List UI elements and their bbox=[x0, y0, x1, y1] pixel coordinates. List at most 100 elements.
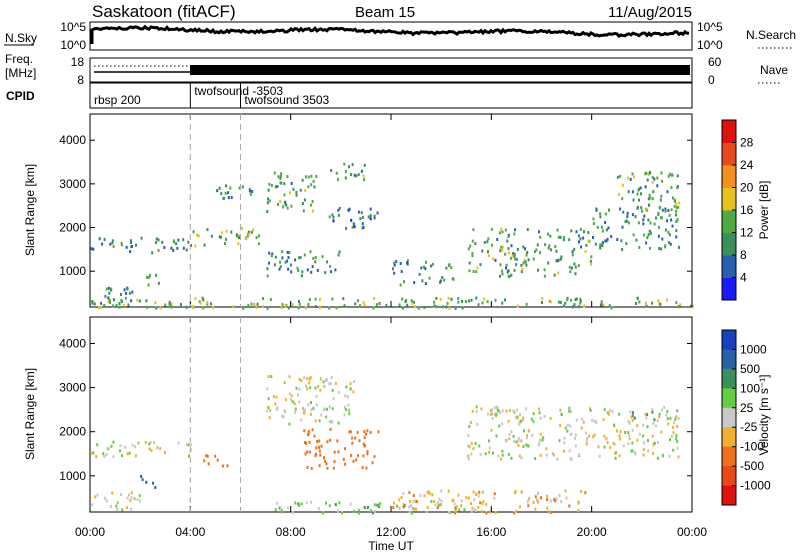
power-echo-cell bbox=[574, 298, 577, 302]
velocity-echo-cell bbox=[325, 501, 327, 505]
power-echo-cell bbox=[471, 239, 474, 243]
velocity-echo-cell bbox=[348, 412, 351, 416]
power-echo-cell bbox=[255, 236, 258, 240]
velocity-echo-cell bbox=[454, 509, 457, 513]
power-echo-cell bbox=[592, 222, 595, 226]
velocity-echo-cell bbox=[111, 491, 114, 495]
power-echo-cell bbox=[514, 228, 517, 232]
power-echo-cell bbox=[640, 206, 643, 210]
power-echo-cell bbox=[648, 203, 650, 207]
power-echo-cell bbox=[516, 304, 519, 308]
velocity-echo-cell bbox=[306, 465, 309, 469]
power-echo-cell bbox=[210, 234, 213, 238]
power-echo-cell bbox=[534, 250, 536, 254]
velocity-echo-cell bbox=[323, 407, 326, 411]
power-echo-cell bbox=[284, 200, 287, 204]
velocity-echo-cell bbox=[377, 430, 380, 434]
power-echo-cell bbox=[677, 205, 680, 209]
power-echo-cell bbox=[513, 269, 516, 272]
velocity-echo-cell bbox=[131, 443, 134, 447]
cpid-entry: twofsound -3503 bbox=[194, 84, 283, 98]
power-echo-cell bbox=[676, 218, 679, 222]
power-echo-cell bbox=[522, 245, 525, 249]
velocity-echo-cell bbox=[568, 504, 571, 508]
power-echo-cell bbox=[107, 296, 110, 300]
velocity-echo-cell bbox=[415, 507, 417, 511]
power-echo-cell bbox=[369, 217, 372, 221]
power-echo-cell bbox=[433, 304, 436, 308]
velocity-echo-cell bbox=[563, 441, 566, 445]
power-echo-cell bbox=[541, 297, 544, 300]
power-echo-cell bbox=[303, 198, 306, 202]
velocity-echo-cell bbox=[558, 493, 561, 497]
power-colorbar-swatch bbox=[722, 255, 736, 278]
velocity-echo-cell bbox=[275, 407, 278, 411]
velocity-echo-cell bbox=[527, 504, 530, 508]
power-echo-cell bbox=[450, 266, 453, 270]
power-echo-cell bbox=[549, 234, 552, 238]
power-echo-cell bbox=[347, 208, 350, 212]
velocity-echo-cell bbox=[656, 456, 659, 460]
velocity-echo-cell bbox=[314, 386, 317, 390]
power-echo-cell bbox=[196, 233, 199, 237]
power-echo-cell bbox=[266, 201, 269, 205]
velocity-echo-cell bbox=[455, 505, 458, 509]
velocity-echo-cell bbox=[516, 416, 519, 420]
power-echo-cell bbox=[490, 227, 493, 231]
velocity-echo-cell bbox=[646, 425, 649, 429]
power-echo-cell bbox=[305, 175, 307, 179]
velocity-echo-cell bbox=[668, 454, 671, 458]
velocity-echo-cell bbox=[531, 433, 534, 437]
power-echo-cell bbox=[560, 255, 563, 259]
power-echo-cell bbox=[442, 305, 444, 309]
velocity-echo-cell bbox=[326, 440, 329, 444]
power-echo-cell bbox=[206, 301, 209, 304]
power-echo-cell bbox=[649, 196, 652, 200]
power-echo-cell bbox=[225, 237, 228, 241]
power-echo-cell bbox=[362, 225, 365, 229]
velocity-echo-cell bbox=[294, 410, 297, 414]
power-echo-cell bbox=[373, 296, 376, 300]
velocity-echo-cell bbox=[177, 441, 180, 445]
velocity-echo-cell bbox=[586, 436, 589, 440]
velocity-echo-cell bbox=[267, 406, 270, 410]
velocity-echo-cell bbox=[577, 509, 580, 512]
velocity-echo-cell bbox=[124, 445, 126, 449]
power-echo-cell bbox=[131, 245, 133, 248]
power-echo-cell bbox=[563, 236, 565, 240]
power-echo-cell bbox=[126, 287, 129, 291]
velocity-echo-cell bbox=[285, 398, 287, 402]
velocity-echo-cell bbox=[332, 397, 335, 400]
velocity-echo-cell bbox=[525, 436, 528, 440]
power-echo-cell bbox=[539, 235, 542, 239]
power-echo-cell bbox=[314, 260, 317, 264]
power-echo-cell bbox=[646, 236, 649, 240]
power-echo-cell bbox=[301, 202, 304, 205]
velocity-echo-cell bbox=[140, 474, 143, 478]
velocity-echo-cell bbox=[666, 417, 669, 421]
velocity-echo-cell bbox=[653, 418, 656, 422]
velocity-echo-cell bbox=[354, 436, 357, 440]
power-echo-cell bbox=[675, 202, 678, 206]
velocity-echo-cell bbox=[333, 460, 336, 464]
power-echo-cell bbox=[414, 305, 417, 308]
power-echo-cell bbox=[430, 264, 432, 268]
power-echo-cell bbox=[282, 205, 285, 209]
velocity-echo-cell bbox=[651, 434, 654, 438]
power-echo-cell bbox=[312, 256, 315, 260]
velocity-echo-cell bbox=[331, 420, 334, 424]
power-echo-cell bbox=[361, 215, 364, 219]
velocity-echo-cell bbox=[309, 386, 312, 390]
velocity-echo-cell bbox=[475, 405, 478, 409]
power-echo-cell bbox=[185, 305, 188, 309]
velocity-echo-cell bbox=[343, 413, 346, 417]
velocity-echo-cell bbox=[433, 500, 436, 503]
power-echo-cell bbox=[633, 175, 635, 179]
power-echo-cell bbox=[149, 274, 151, 278]
velocity-echo-cell bbox=[603, 408, 606, 412]
velocity-echo-cell bbox=[341, 511, 344, 515]
power-echo-cell bbox=[579, 297, 582, 301]
velocity-echo-cell bbox=[580, 426, 583, 430]
power-echo-cell bbox=[360, 169, 363, 173]
velocity-echo-cell bbox=[527, 429, 530, 433]
